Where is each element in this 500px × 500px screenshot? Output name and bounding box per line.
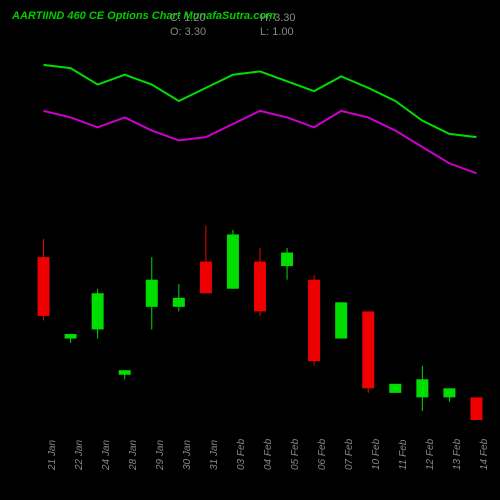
x-axis-labels: 21 Jan 22 Jan 24 Jan 28 Jan 29 Jan 30 Jan 31 J…	[0, 0, 500, 500]
x-tick-label: 13 Feb	[452, 439, 463, 470]
x-tick-label: 14 Feb	[479, 439, 490, 470]
x-tick-label: 12 Feb	[425, 439, 436, 470]
x-tick-label: 31 Jan	[209, 440, 220, 470]
x-tick-label: 05 Feb	[290, 439, 301, 470]
x-tick-label: 11 Feb	[398, 440, 409, 470]
x-tick-label: 10 Feb	[371, 439, 382, 470]
x-tick-label: 29 Jan	[155, 440, 166, 470]
x-tick-label: 06 Feb	[317, 439, 328, 470]
x-tick-label: 04 Feb	[263, 439, 274, 470]
x-tick-label: 22 Jan	[74, 440, 85, 470]
x-tick-label: 03 Feb	[236, 439, 247, 470]
x-tick-label: 30 Jan	[182, 440, 193, 470]
x-tick-label: 21 Jan	[47, 440, 58, 470]
x-tick-label: 28 Jan	[128, 440, 139, 470]
x-tick-label: 24 Jan	[101, 440, 112, 470]
x-tick-label: 07 Feb	[344, 439, 355, 470]
